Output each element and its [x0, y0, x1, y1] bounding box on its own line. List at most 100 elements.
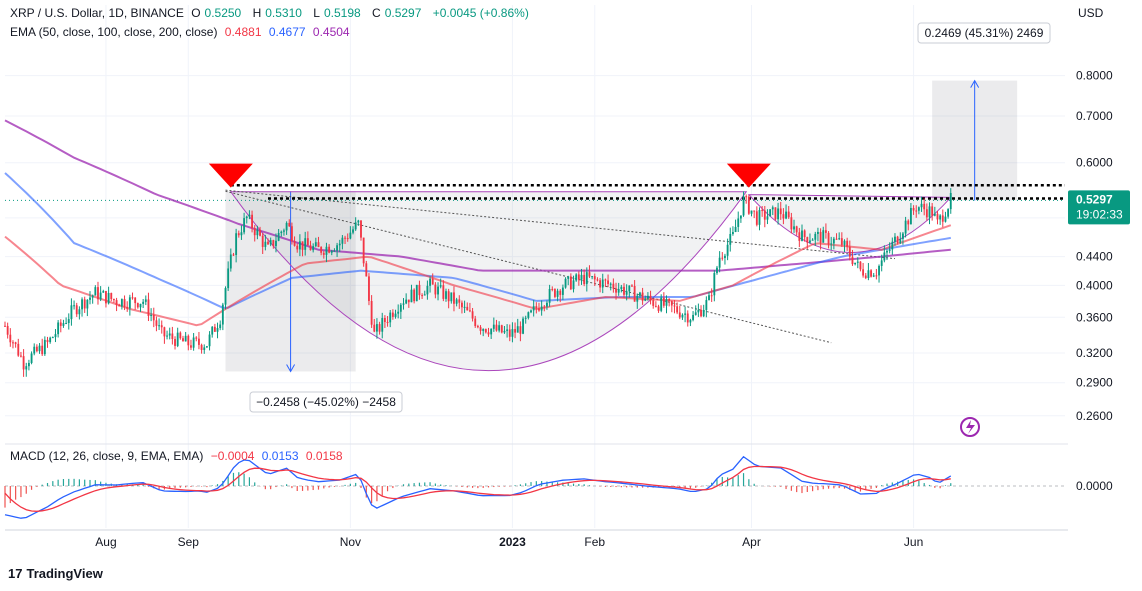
candle — [434, 284, 437, 295]
candle — [737, 218, 740, 227]
candle — [862, 269, 865, 276]
candle — [370, 300, 373, 325]
candle — [551, 289, 554, 291]
candle — [221, 304, 224, 325]
candle — [33, 346, 36, 354]
candle — [352, 229, 354, 233]
candle — [880, 260, 883, 266]
candle — [795, 226, 798, 233]
candle — [415, 284, 418, 302]
candle — [747, 196, 750, 214]
candle — [886, 250, 888, 253]
candle — [394, 313, 397, 317]
candle — [623, 286, 625, 295]
candle — [213, 326, 216, 332]
candle — [147, 299, 150, 316]
candle — [144, 299, 147, 302]
x-tick-label: Sep — [178, 535, 200, 549]
candle — [30, 353, 33, 363]
candle — [227, 268, 230, 289]
candle — [543, 306, 546, 308]
price-badge — [1068, 190, 1130, 225]
cup-pattern — [229, 191, 748, 372]
x-tick-label: Apr — [742, 535, 761, 549]
candle — [787, 211, 790, 218]
candle — [601, 279, 604, 288]
candle — [591, 276, 594, 278]
candle — [851, 256, 854, 265]
candle — [878, 265, 880, 276]
candle — [317, 242, 320, 248]
candle — [532, 306, 535, 311]
candle — [4, 325, 6, 327]
candle — [166, 335, 168, 337]
candle — [288, 222, 291, 227]
candle — [803, 230, 806, 238]
tradingview-brand[interactable]: 17 TradingView — [8, 566, 103, 581]
candle — [22, 356, 25, 370]
candle — [290, 226, 293, 242]
candle — [253, 228, 256, 236]
candle — [6, 325, 9, 335]
candle — [753, 210, 756, 212]
candle — [484, 329, 487, 333]
candle — [97, 287, 99, 300]
candle — [583, 274, 586, 285]
candle — [322, 252, 325, 255]
candle — [567, 276, 570, 279]
candle — [362, 237, 365, 264]
macd-pane — [4, 455, 1065, 519]
candle — [245, 216, 248, 219]
y-tick-label: 0.4400 — [1076, 250, 1113, 264]
candle — [793, 226, 795, 230]
candle — [931, 206, 934, 216]
flash-bolt-icon — [966, 420, 975, 434]
candle — [631, 285, 633, 287]
candle — [280, 231, 283, 234]
ema-label: EMA (50, close, 100, close, 200, close) — [10, 25, 218, 39]
candle — [894, 236, 896, 242]
candle — [112, 299, 115, 301]
measure-up-label: 0.2469 (45.31%) 2469 — [925, 26, 1044, 40]
y-tick-label: 0.3600 — [1076, 310, 1113, 324]
candle — [835, 238, 838, 240]
candle — [785, 211, 787, 219]
price-badge-countdown: 19:02:33 — [1076, 207, 1123, 221]
candle — [575, 274, 578, 281]
candle — [275, 240, 277, 247]
symbol-title: XRP / U.S. Dollar, 1D, BINANCE — [10, 6, 184, 20]
candle — [596, 279, 599, 281]
candle — [949, 192, 952, 210]
candle — [734, 226, 737, 232]
candle — [83, 299, 86, 309]
candle — [431, 278, 434, 285]
candle — [580, 274, 583, 280]
candle — [264, 241, 267, 247]
candle — [856, 261, 859, 263]
candle — [716, 267, 718, 274]
candle — [840, 238, 843, 245]
candle — [421, 295, 424, 297]
candle — [917, 207, 920, 211]
candle — [697, 309, 700, 313]
candle — [702, 309, 705, 317]
macd-legend[interactable]: MACD (12, 26, close, 9, EMA, EMA) −0.000… — [10, 449, 347, 463]
candle — [909, 207, 912, 225]
candle — [668, 298, 671, 301]
candle — [118, 305, 121, 307]
candle — [809, 240, 811, 243]
candle — [187, 335, 190, 346]
candle — [811, 239, 814, 241]
candle — [495, 324, 498, 331]
ema-legend[interactable]: EMA (50, close, 100, close, 200, close) … — [10, 25, 354, 39]
candle — [198, 338, 200, 345]
candle — [99, 292, 102, 300]
currency-label[interactable]: USD — [1078, 6, 1104, 20]
candle — [455, 299, 458, 304]
candle — [240, 232, 243, 236]
candle — [376, 324, 378, 332]
candle — [54, 334, 57, 338]
candle — [588, 272, 591, 277]
candle — [920, 203, 923, 208]
